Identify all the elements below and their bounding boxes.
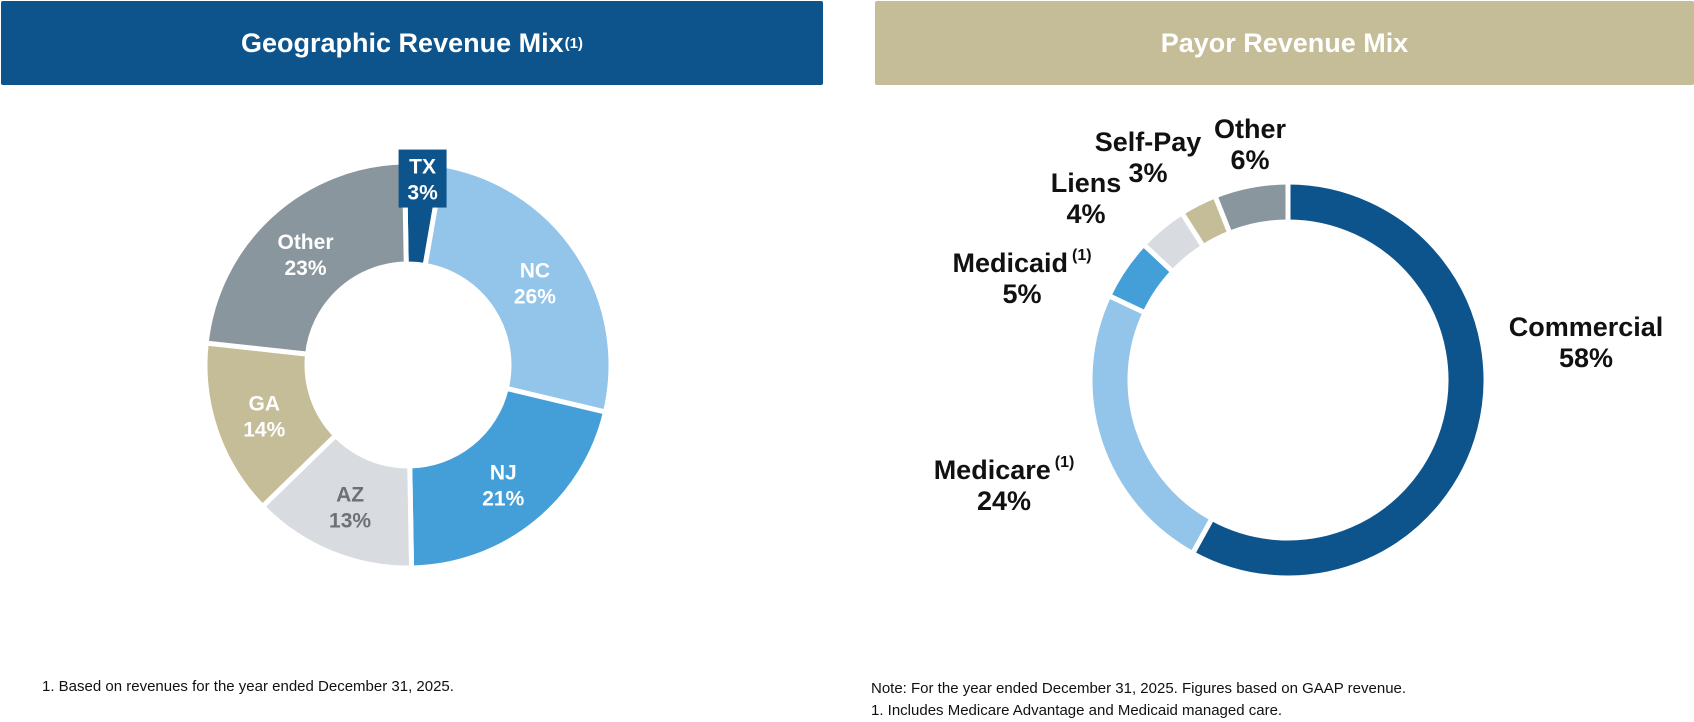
geographic-label-az-value: 13% — [329, 510, 371, 533]
payor-label-liens-name: Liens — [1051, 168, 1122, 198]
geographic-label-tx-name: TX — [409, 156, 436, 179]
geographic-label-tx: TX 3% — [407, 156, 438, 205]
payor-revenue-header: Payor Revenue Mix — [875, 1, 1694, 85]
geographic-label-nc-value: 26% — [514, 285, 556, 308]
payor-slice-other — [1211, 179, 1291, 237]
payor-label-medicaid-value: 5% — [1002, 279, 1041, 309]
geographic-label-other-name: Other — [277, 231, 333, 254]
payor-label-medicare-value: 24% — [977, 486, 1031, 516]
payor-label-self-pay-value: 3% — [1128, 158, 1167, 188]
payor-label-medicare-name: Medicare (1) — [934, 454, 1075, 485]
geographic-label-ga-name: GA — [249, 392, 281, 415]
geographic-slice-ga — [202, 340, 340, 511]
payor-slice-medicare — [1087, 292, 1216, 557]
geographic-label-tx-value: 3% — [407, 182, 438, 205]
payor-label-liens-value: 4% — [1066, 199, 1105, 229]
geographic-label-nc: NC 26% — [514, 259, 556, 308]
geographic-label-ga: GA 14% — [243, 392, 285, 441]
payor-label-other-value: 6% — [1230, 145, 1269, 175]
payor-slice-commercial — [1189, 179, 1489, 581]
payor-label-medicare-footnote-marker: (1) — [1055, 454, 1075, 471]
payor-label-other-name: Other — [1214, 114, 1287, 144]
payor-label-medicare: Medicare (1)24% — [934, 454, 1075, 516]
geographic-slice-nc — [422, 162, 614, 416]
footnote-right-note: Note: For the year ended December 31, 20… — [871, 680, 1407, 697]
geographic-revenue-title-footnote-marker: (1) — [564, 34, 583, 52]
payor-label-commercial-name: Commercial — [1509, 312, 1664, 342]
payor-label-medicaid-name: Medicaid (1) — [952, 247, 1091, 278]
geographic-slice-other — [203, 159, 409, 357]
geographic-label-nj-name: NJ — [490, 461, 517, 484]
payor-label-medicaid-footnote-marker: (1) — [1072, 247, 1092, 264]
footnote-left: 1. Based on revenues for the year ended … — [42, 676, 454, 698]
geographic-label-nj-value: 21% — [482, 487, 524, 510]
geographic-label-az-name: AZ — [336, 484, 364, 507]
footnote-right: Note: For the year ended December 31, 20… — [871, 678, 1406, 722]
geographic-label-nj: NJ 21% — [482, 461, 524, 510]
geographic-label-nc-name: NC — [520, 259, 550, 282]
geographic-label-other: Other 23% — [277, 231, 333, 280]
geographic-label-box-tx — [398, 149, 447, 208]
payor-label-commercial-value: 58% — [1559, 343, 1613, 373]
payor-label-self-pay-name: Self-Pay — [1095, 127, 1202, 157]
geographic-label-ga-value: 14% — [243, 418, 285, 441]
footnote-left-1: 1. Based on revenues for the year ended … — [42, 678, 454, 695]
geographic-slice-nj — [407, 385, 609, 571]
geographic-label-az: AZ 13% — [329, 484, 371, 533]
geographic-revenue-title: Geographic Revenue Mix — [241, 27, 564, 58]
payor-revenue-title: Payor Revenue Mix — [1160, 27, 1409, 58]
footnote-right-1: 1. Includes Medicare Advantage and Medic… — [871, 702, 1283, 719]
geographic-label-other-value: 23% — [284, 257, 326, 280]
geographic-revenue-header: Geographic Revenue Mix (1) — [1, 1, 823, 85]
payor-label-medicaid: Medicaid (1)5% — [952, 247, 1091, 309]
